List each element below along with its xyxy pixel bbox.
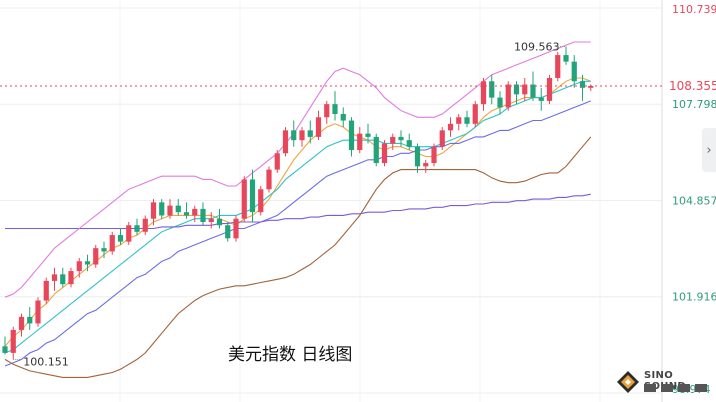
candles — [2, 46, 594, 360]
candle — [480, 77, 487, 111]
candle — [249, 169, 256, 222]
candle — [150, 199, 157, 226]
candle — [134, 218, 140, 236]
candle — [538, 87, 544, 111]
candle — [200, 202, 206, 226]
candle — [183, 202, 190, 219]
candle — [414, 143, 421, 173]
indicator-line-2 — [4, 80, 591, 354]
candle — [381, 140, 388, 167]
candle — [27, 307, 33, 330]
candle — [68, 267, 74, 288]
candle — [117, 228, 124, 245]
candle — [530, 71, 536, 101]
candle — [142, 215, 148, 236]
candle — [109, 231, 115, 255]
candle — [555, 51, 561, 82]
candle — [126, 221, 132, 245]
candle — [216, 208, 223, 229]
candle — [266, 166, 272, 193]
candle — [406, 133, 412, 150]
candle — [299, 127, 305, 147]
candle — [10, 326, 16, 360]
current-price-label: 108.355 — [669, 79, 716, 93]
y-tick-label: 101.916 — [672, 291, 716, 304]
candle — [208, 212, 214, 229]
candle — [291, 120, 297, 147]
candle — [464, 110, 470, 128]
y-tick-label: 104.857 — [672, 194, 716, 207]
candle — [579, 74, 586, 101]
candle — [84, 254, 91, 272]
candle — [390, 133, 396, 150]
candle — [315, 110, 322, 141]
expand-panel-button[interactable]: › — [702, 128, 716, 172]
candle — [497, 91, 503, 114]
candle — [282, 127, 289, 157]
candle — [513, 81, 520, 105]
candle — [51, 267, 58, 291]
candle — [522, 77, 528, 101]
candle — [332, 91, 338, 121]
candle — [365, 123, 371, 144]
candle — [258, 185, 264, 216]
indicator-lines — [4, 41, 592, 378]
current-price-line: 108.355 — [0, 46, 716, 360]
candle — [192, 205, 198, 222]
candle — [2, 336, 8, 355]
chevron-right-icon: › — [706, 142, 712, 158]
indicator-line-6 — [4, 136, 592, 378]
grid-lines — [0, 0, 663, 402]
candle — [348, 117, 355, 157]
candle — [324, 100, 330, 124]
candle — [76, 257, 82, 278]
logo-subtitle-glyphs — [644, 384, 707, 392]
candle — [431, 143, 437, 167]
high-annotation: 109.563 — [514, 40, 560, 53]
logo-mark-icon — [617, 371, 639, 393]
brand-logo: SINO SOUND — [616, 369, 712, 397]
candle — [60, 267, 66, 288]
candle — [159, 199, 165, 219]
candle — [423, 159, 429, 173]
candle — [563, 46, 569, 65]
candle — [18, 313, 25, 337]
indicator-line-5 — [4, 41, 591, 298]
candle — [571, 55, 577, 88]
candle — [505, 81, 511, 111]
candle — [225, 221, 231, 242]
candle — [456, 113, 462, 131]
candle — [35, 297, 41, 327]
candle — [357, 127, 363, 154]
chart-title: 美元指数 日线图 — [228, 345, 352, 365]
indicator-line-3 — [4, 100, 592, 367]
candle — [398, 130, 404, 147]
candle — [340, 107, 346, 128]
candle — [439, 127, 445, 150]
low-annotation: 100.151 — [23, 355, 69, 368]
y-tick-label: 107.798 — [672, 98, 716, 111]
indicator-line-4 — [5, 193, 591, 230]
candle — [175, 199, 181, 216]
candle — [489, 74, 495, 105]
candle — [233, 215, 239, 242]
candle — [93, 244, 99, 268]
candle — [373, 133, 379, 167]
candle — [274, 149, 280, 173]
candle — [167, 199, 173, 219]
candle — [307, 120, 313, 144]
candle — [472, 100, 478, 128]
candle — [546, 74, 553, 105]
indicator-line-1 — [4, 77, 592, 347]
candle — [101, 241, 107, 258]
candle — [241, 176, 247, 222]
candle — [447, 117, 454, 137]
y-tick-label: 110.739 — [672, 3, 716, 16]
candle — [43, 277, 49, 304]
